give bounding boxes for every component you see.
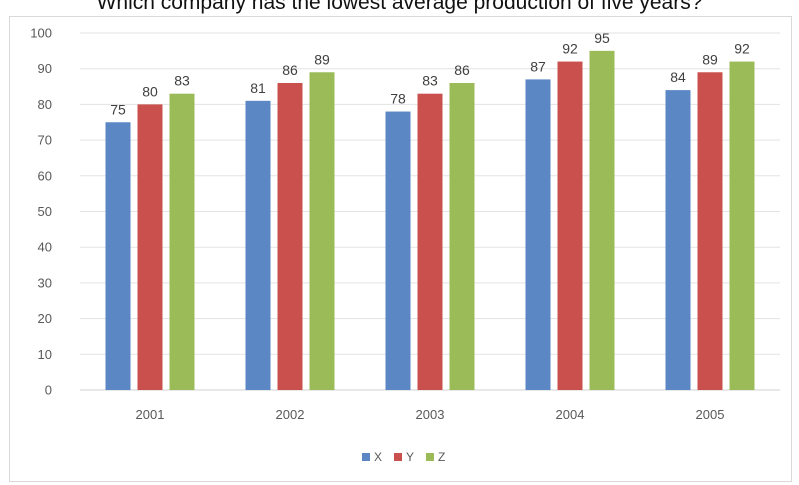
bar-Y-2002	[277, 82, 303, 390]
data-label-Z-2003: 86	[454, 62, 470, 78]
data-label-X-2001: 75	[110, 101, 126, 117]
data-label-X-2005: 84	[670, 69, 686, 85]
legend-swatch-X	[362, 453, 370, 461]
data-label-Z-2005: 92	[734, 41, 750, 57]
bar-Z-2002	[309, 72, 335, 391]
data-label-Z-2004: 95	[594, 30, 610, 46]
y-tick-label: 20	[38, 311, 52, 326]
y-tick-label: 0	[45, 383, 52, 398]
bar-Y-2003	[417, 93, 443, 390]
y-tick-label: 10	[38, 347, 52, 362]
data-label-X-2003: 78	[390, 91, 406, 107]
y-tick-label: 40	[38, 240, 52, 255]
x-tick-label-2005: 2005	[696, 407, 725, 422]
bar-Y-2005	[697, 72, 723, 391]
data-label-Y-2001: 80	[142, 83, 158, 99]
y-tick-label: 50	[38, 204, 52, 219]
y-tick-label: 60	[38, 168, 52, 183]
bar-Z-2003	[449, 82, 475, 390]
legend-label-Y: Y	[406, 450, 414, 464]
bar-Z-2005	[729, 61, 755, 391]
bar-Z-2004	[589, 50, 615, 390]
bars	[105, 50, 755, 391]
x-tick-label-2003: 2003	[416, 407, 445, 422]
x-tick-label-2001: 2001	[136, 407, 165, 422]
data-label-Y-2004: 92	[562, 41, 578, 57]
legend-swatch-Z	[426, 453, 434, 461]
y-tick-label: 100	[30, 26, 52, 41]
legend-swatch-Y	[394, 453, 402, 461]
y-axis-ticks: 0 10 20 30 40 50 60 70 80 90 100	[30, 26, 52, 398]
x-axis-ticks: 2001 2002 2003 2004 2005	[136, 407, 725, 422]
data-label-Z-2002: 89	[314, 51, 330, 67]
legend: X Y Z	[362, 450, 445, 464]
bar-Y-2004	[557, 61, 583, 391]
data-labels: 75 80 83 81 86 89 78 83 86 87 92 95 84 89 92	[110, 30, 750, 117]
bar-Y-2001	[137, 104, 163, 391]
bar-X-2004	[525, 79, 551, 390]
data-label-X-2004: 87	[530, 58, 546, 74]
bar-X-2001	[105, 122, 131, 390]
x-tick-label-2004: 2004	[556, 407, 585, 422]
data-label-Y-2005: 89	[702, 51, 718, 67]
data-label-Y-2003: 83	[422, 73, 438, 89]
bar-Z-2001	[169, 93, 195, 390]
y-tick-label: 80	[38, 97, 52, 112]
bar-X-2003	[385, 111, 411, 390]
legend-label-X: X	[374, 450, 382, 464]
data-label-Z-2001: 83	[174, 73, 190, 89]
y-tick-label: 30	[38, 275, 52, 290]
data-label-X-2002: 81	[250, 80, 266, 96]
bar-X-2002	[245, 100, 271, 390]
data-label-Y-2002: 86	[282, 62, 298, 78]
y-tick-label: 70	[38, 133, 52, 148]
y-tick-label: 90	[38, 61, 52, 76]
legend-label-Z: Z	[438, 450, 445, 464]
question-text: Which company has the lowest average pro…	[96, 0, 703, 14]
bar-X-2005	[665, 90, 691, 391]
x-tick-label-2002: 2002	[276, 407, 305, 422]
